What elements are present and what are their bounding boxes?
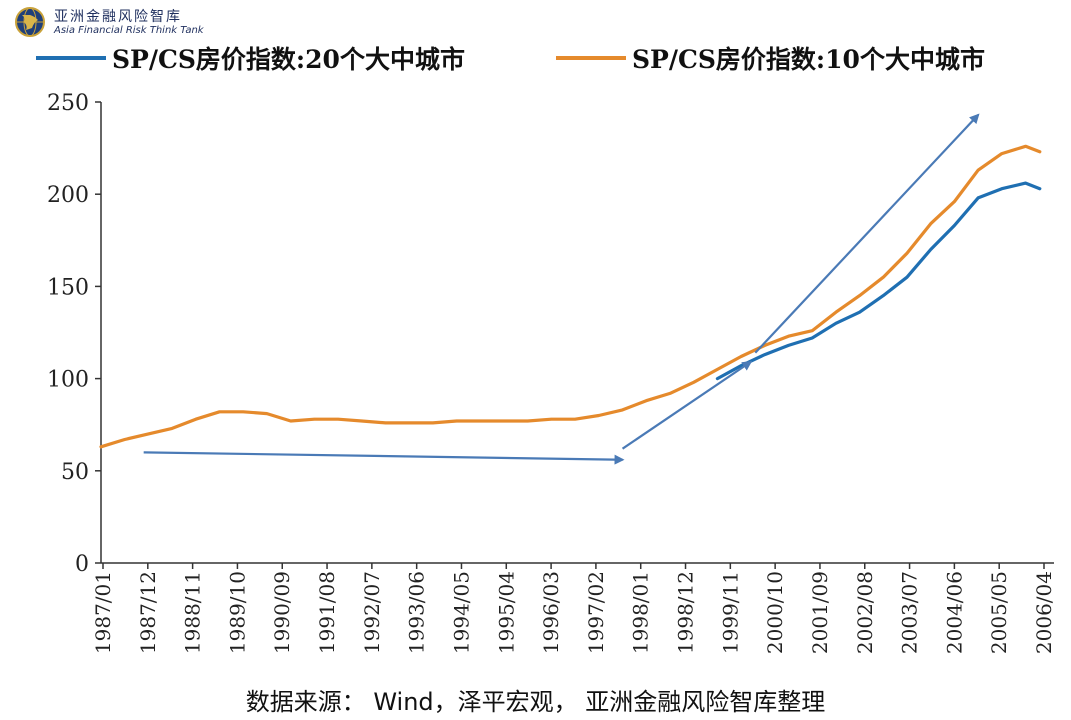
x-tick-label: 1998/12 — [674, 571, 698, 654]
x-tick-label: 1992/07 — [360, 571, 384, 654]
chart-legend: SP/CS房价指数:20个大中城市 SP/CS房价指数:10个大中城市 — [36, 40, 1071, 76]
x-tick-label: 1996/03 — [539, 571, 563, 654]
x-tick-label: 2002/08 — [853, 571, 877, 654]
legend-item-10-cities: SP/CS房价指数:10个大中城市 — [556, 40, 985, 76]
legend-label-20-cities: SP/CS房价指数:20个大中城市 — [112, 45, 465, 74]
logo-text-cn: 亚洲金融风险智库 — [54, 9, 182, 25]
x-tick-label: 2005/05 — [987, 571, 1011, 654]
source-note: 数据来源： Wind，泽平宏观， 亚洲金融风险智库整理 — [245, 688, 826, 716]
legend-item-20-cities: SP/CS房价指数:20个大中城市 — [36, 40, 465, 76]
logo-text-en: Asia Financial Risk Think Tank — [54, 25, 204, 36]
y-tick-label: 50 — [61, 460, 89, 485]
x-tick-label: 1995/04 — [494, 571, 518, 654]
trend-arrow-2 — [621, 360, 753, 450]
series-line-10-cities — [99, 144, 1042, 449]
line-chart: 0 50 100 150 200 250 1987/01 1987/12 1988/11 1989… — [47, 91, 1056, 654]
x-tick-label: 1994/05 — [449, 571, 473, 654]
x-tick-label: 1993/06 — [405, 571, 429, 654]
legend-swatch-10-cities — [556, 56, 626, 60]
x-tick-label: 2003/07 — [898, 571, 922, 654]
x-tick-label: 1998/01 — [629, 571, 653, 654]
series-line-20-cities — [715, 181, 1042, 381]
legend-label-10-cities: SP/CS房价指数:10个大中城市 — [632, 45, 985, 74]
x-tick-label: 2006/04 — [1032, 571, 1056, 654]
trend-arrow-3 — [754, 113, 980, 354]
y-tick-label: 100 — [47, 368, 89, 393]
y-tick-label: 200 — [47, 183, 89, 208]
x-tick-label: 1988/11 — [181, 571, 205, 654]
x-tick-label: 1991/08 — [315, 571, 339, 654]
legend-swatch-20-cities — [36, 56, 106, 60]
x-tick-label: 1989/10 — [225, 571, 249, 654]
x-tick-label: 1987/12 — [136, 571, 160, 654]
x-tick-label: 1987/01 — [91, 571, 115, 654]
trend-arrow-1 — [143, 451, 625, 465]
y-tick-label: 150 — [47, 275, 89, 300]
x-tick-label: 1999/11 — [718, 571, 742, 654]
x-tick-label: 2004/06 — [942, 571, 966, 654]
y-tick-label: 0 — [75, 552, 89, 577]
logo: 亚洲金融风险智库 Asia Financial Risk Think Tank — [14, 4, 254, 40]
x-tick-label: 2001/09 — [808, 571, 832, 654]
x-tick-label: 1990/09 — [270, 571, 294, 654]
x-tick-label: 1997/02 — [584, 571, 608, 654]
x-tick-label: 2000/10 — [763, 571, 787, 654]
globe-icon — [15, 7, 45, 37]
y-tick-label: 250 — [47, 91, 89, 116]
